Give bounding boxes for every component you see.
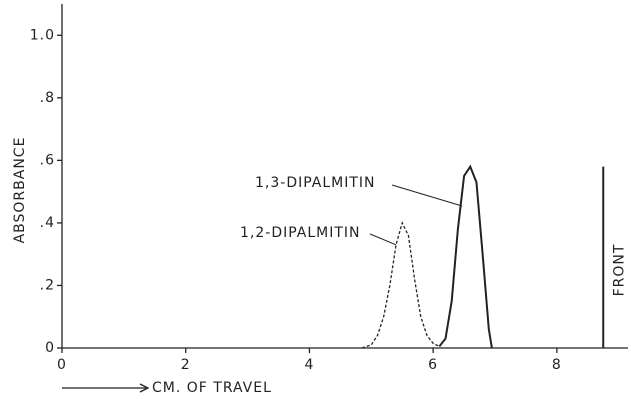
y-tick-label: .8 bbox=[40, 90, 55, 106]
annotation: 1,2-DIPALMITIN bbox=[240, 225, 361, 241]
y-tick-label: .4 bbox=[40, 215, 55, 231]
line bbox=[361, 221, 440, 349]
y-tick-label: .2 bbox=[40, 277, 55, 293]
annotation: 1,3-DIPALMITIN bbox=[255, 175, 376, 191]
leader-line bbox=[391, 184, 463, 207]
y-tick-label: .6 bbox=[40, 152, 55, 168]
leader-line bbox=[369, 233, 397, 246]
x-axis-label: CM. OF TRAVEL bbox=[152, 380, 272, 396]
y-tick-label: 0 bbox=[45, 340, 55, 356]
y-tick-label: 1.0 bbox=[30, 27, 55, 43]
x-tick-label: 8 bbox=[552, 357, 562, 373]
x-tick-label: 2 bbox=[181, 357, 191, 373]
x-tick-label: 0 bbox=[57, 357, 67, 373]
line bbox=[438, 164, 493, 349]
front-label: FRONT bbox=[611, 244, 627, 297]
x-tick-label: 4 bbox=[304, 357, 314, 373]
x-arrow-head bbox=[139, 383, 150, 393]
x-tick-label: 6 bbox=[428, 357, 438, 373]
y-axis-label: ABSORBANCE bbox=[12, 137, 28, 244]
